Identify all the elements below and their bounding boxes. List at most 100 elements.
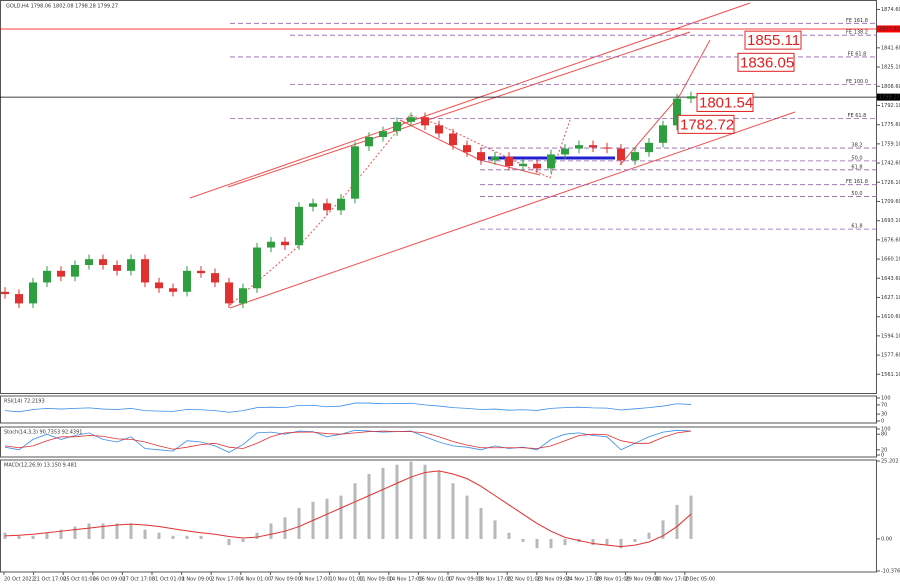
candle-body: [239, 288, 247, 304]
x-tick-label: 28 Nov 01:00: [596, 577, 630, 583]
candle-body: [659, 125, 667, 143]
x-tick-label: 1 Nov 09:00: [182, 577, 213, 583]
level-label: 38.2: [851, 143, 862, 149]
candle-body: [43, 270, 51, 283]
stoch-line: [4, 430, 692, 450]
y-tick-label: 1676.60: [881, 237, 900, 243]
level-label: 50.0: [851, 191, 862, 197]
x-tick-label: 11 Nov 09:00: [359, 577, 393, 583]
level-label: 50.0: [851, 155, 862, 161]
rsi-title: RSI(14) 72.2193: [4, 399, 45, 405]
annotation: 1855.11: [747, 32, 800, 49]
x-tick-label: 2 Dec 05:00: [685, 577, 715, 583]
y-tick-label: 100: [881, 427, 891, 433]
x-tick-label: 29 Nov 09:00: [626, 577, 660, 583]
y-tick-label: 1775.60: [881, 122, 900, 128]
histogram-bar: [437, 470, 441, 539]
histogram-bar: [73, 526, 77, 539]
histogram-bar: [101, 523, 105, 539]
candle-body: [29, 282, 37, 304]
y-tick-label: 1808.60: [881, 84, 900, 90]
candle-body: [253, 247, 261, 289]
candle-body: [141, 259, 149, 283]
x-tick-label: 24 Nov 17:00: [566, 577, 600, 583]
histogram-bar: [507, 532, 511, 539]
candle-body: [575, 145, 583, 149]
candle-body: [673, 98, 681, 126]
candle-body: [547, 154, 555, 169]
histogram-bar: [269, 523, 273, 539]
y-tick-label: 1825.10: [881, 65, 900, 71]
annotation-box: [677, 114, 735, 134]
candle-body: [267, 241, 275, 248]
candle-body: [463, 145, 471, 153]
candle-body: [309, 203, 317, 207]
candle-body: [603, 147, 611, 149]
chart-title: GOLD,H4 1798.06 1802.08 1798.28 1799.27: [6, 4, 118, 10]
level-label: 61.8: [851, 224, 862, 230]
y-tick-label: 0: [881, 419, 884, 425]
y-tick-label: 0: [881, 453, 884, 459]
y-tick-label: 1693.10: [881, 218, 900, 224]
histogram-bar: [143, 529, 147, 539]
candle-body: [337, 198, 345, 211]
candle-body: [491, 156, 499, 161]
histogram-bar: [199, 535, 203, 539]
histogram-bar: [59, 529, 63, 539]
y-tick-label: -10.376: [881, 569, 900, 575]
level-label: FE 161.8: [846, 179, 868, 185]
y-tick-label: 1841.60: [881, 45, 900, 51]
level-label: 61.8: [851, 164, 862, 170]
level-label: FE 61.8: [848, 113, 867, 119]
x-tick-label: 4 Nov 01:00: [241, 577, 272, 583]
candle-body: [421, 117, 429, 126]
signal-line: [4, 470, 692, 548]
annotation: 1782.72: [680, 116, 734, 133]
channel-mid: [227, 31, 691, 188]
x-tick-label: 20 Oct 2022: [4, 577, 35, 583]
y-tick-label: 1660.10: [881, 257, 900, 263]
level-label: FE 100.0: [846, 79, 868, 85]
histogram-bar: [563, 538, 567, 546]
candle-body: [645, 142, 653, 153]
x-tick-label: 26 Oct 09:00: [93, 577, 126, 583]
y-tick-label: 1610.60: [881, 314, 900, 320]
histogram-bar: [171, 535, 175, 539]
y-tick-label: 1874.60: [881, 7, 900, 13]
projection: [619, 39, 711, 166]
histogram-bar: [423, 464, 427, 539]
candle-body: [407, 117, 415, 122]
candle-body: [57, 270, 65, 277]
candle-body: [687, 96, 695, 99]
histogram-bar: [661, 520, 665, 539]
candle-body: [127, 259, 135, 271]
x-tick-label: 10 Nov 01:00: [330, 577, 364, 583]
histogram-bar: [395, 464, 399, 539]
histogram-bar: [633, 538, 637, 543]
histogram-bar: [325, 498, 329, 539]
annotation-box: [744, 30, 802, 50]
candle-body: [155, 282, 163, 289]
annotation-box: [696, 92, 754, 112]
candle-body: [197, 270, 205, 274]
candle-body: [281, 241, 289, 246]
histogram-bar: [227, 538, 231, 546]
candle-body: [183, 270, 191, 292]
channel-top: [189, 2, 751, 199]
histogram-bar: [465, 495, 469, 539]
histogram-bar: [605, 538, 609, 546]
stoch-frame: [0, 426, 877, 458]
y-tick-label: 70: [881, 402, 887, 408]
x-tick-label: 23 Nov 09:00: [537, 577, 571, 583]
y-tick-label: 1561.10: [881, 372, 900, 378]
y-tick-label: 1792.10: [881, 103, 900, 109]
y-tick-label: 1709.60: [881, 199, 900, 205]
candle-body: [393, 121, 401, 132]
histogram-bar: [675, 504, 679, 539]
y-tick-label: 0.00: [881, 536, 892, 542]
x-tick-label: 7 Nov 09:00: [270, 577, 301, 583]
main-frame: [0, 0, 877, 394]
candle-body: [15, 294, 23, 304]
